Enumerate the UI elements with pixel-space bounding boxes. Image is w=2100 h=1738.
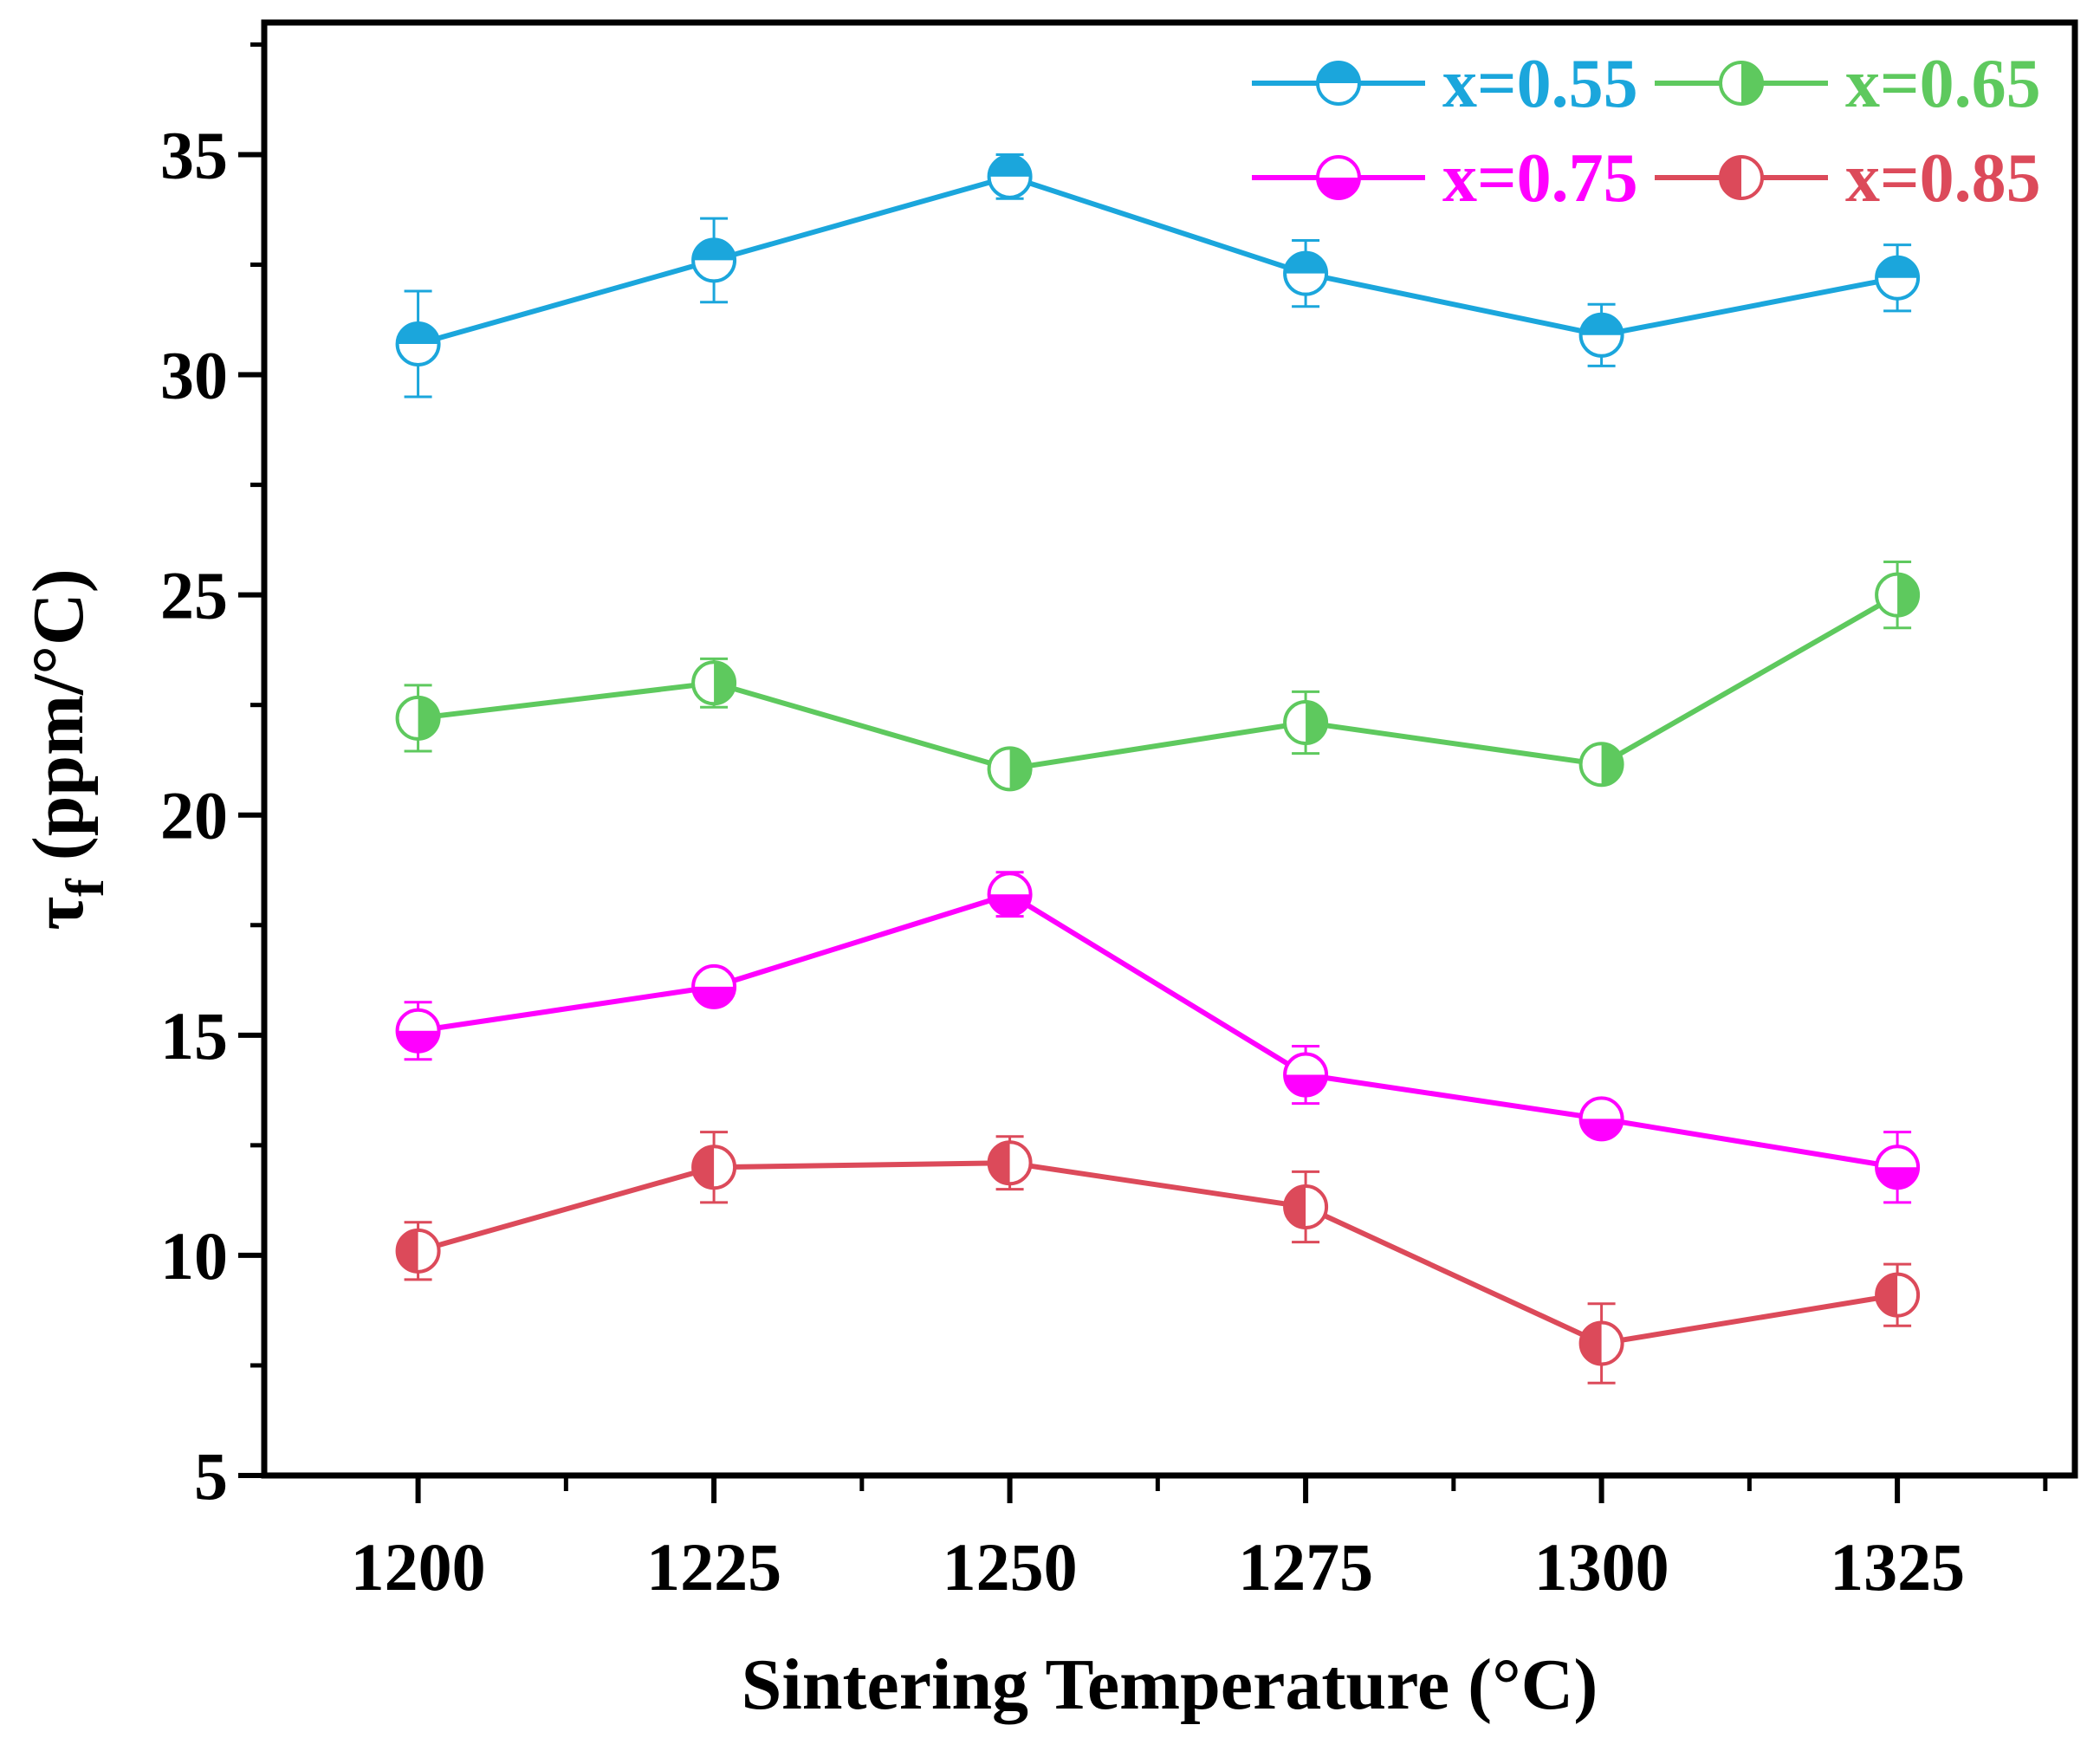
x-tick-label: 1300	[1534, 1529, 1669, 1605]
data-point	[1875, 572, 1921, 618]
y-tick-label: 15	[160, 998, 228, 1073]
data-point	[691, 963, 737, 1009]
data-point	[1283, 250, 1329, 296]
data-point	[987, 872, 1033, 918]
data-point	[691, 660, 737, 706]
x-tick-label: 1200	[351, 1529, 486, 1605]
y-axis: 5 10 15 20 25 30 35	[160, 42, 264, 1514]
data-point	[987, 1140, 1033, 1186]
plot-frame	[261, 19, 2078, 1479]
data-point	[1578, 1320, 1624, 1366]
series-1	[395, 152, 1921, 399]
data-point	[1578, 1096, 1624, 1142]
legend-item-3: x=0.75	[1252, 140, 1638, 217]
legend-label: x=0.85	[1845, 140, 2041, 217]
x-tick-label: 1275	[1238, 1529, 1373, 1605]
data-point	[691, 1145, 737, 1190]
y-tick-label: 25	[160, 558, 228, 633]
y-axis-title: τf (ppm/°C)	[18, 568, 115, 930]
series-3	[395, 871, 1921, 1204]
data-point	[395, 1008, 441, 1054]
legend-marker	[1719, 61, 1764, 106]
series-line	[417, 173, 1898, 347]
y-tick-label: 30	[160, 338, 228, 413]
data-point	[1283, 1184, 1329, 1230]
series-line	[418, 593, 1899, 772]
y-tick-label: 35	[160, 117, 228, 192]
y-tick-label: 20	[160, 778, 228, 853]
y-axis-title-subscript: f	[56, 878, 115, 897]
legend-marker	[1316, 61, 1361, 106]
x-tick-label: 1250	[943, 1529, 1078, 1605]
x-axis: 1200 1225 1250 1275 1300 1325	[351, 1475, 2048, 1605]
y-axis-title-unit: (ppm/°C)	[18, 568, 99, 879]
data-point	[987, 153, 1033, 199]
x-tick-label: 1325	[1830, 1529, 1965, 1605]
legend: x=0.55 x=0.65 x=0.75 x=0.85	[1252, 46, 2041, 217]
series-line	[418, 891, 1898, 1171]
data-point	[691, 237, 737, 283]
series-4	[395, 1131, 1921, 1385]
data-point	[1875, 1145, 1921, 1190]
data-point	[987, 746, 1033, 792]
data-point	[1875, 255, 1921, 301]
y-tick-label: 10	[160, 1218, 228, 1294]
data-point	[1578, 742, 1624, 788]
legend-item-2: x=0.65	[1655, 46, 2041, 122]
data-point	[395, 1228, 441, 1274]
series-2	[395, 561, 1921, 792]
x-tick-label: 1225	[646, 1529, 781, 1605]
series-line	[417, 1160, 1898, 1346]
data-point	[395, 695, 441, 741]
data-point	[1283, 700, 1329, 746]
data-point	[1875, 1272, 1921, 1318]
legend-item-1: x=0.55	[1252, 46, 1638, 122]
legend-marker	[1719, 155, 1764, 200]
data-point	[395, 321, 441, 366]
legend-marker	[1316, 155, 1361, 200]
data-point	[1578, 312, 1624, 358]
legend-label: x=0.75	[1442, 140, 1638, 217]
y-tick-label: 5	[194, 1438, 228, 1514]
legend-item-4: x=0.85	[1655, 140, 2041, 217]
series-layer	[395, 152, 1921, 1385]
y-axis-title-symbol: τ	[18, 897, 99, 931]
x-axis-title: Sintering Temperature (°C)	[742, 1644, 1598, 1725]
data-point	[1283, 1052, 1329, 1098]
legend-label: x=0.55	[1442, 46, 1638, 122]
legend-label: x=0.65	[1845, 46, 2041, 122]
